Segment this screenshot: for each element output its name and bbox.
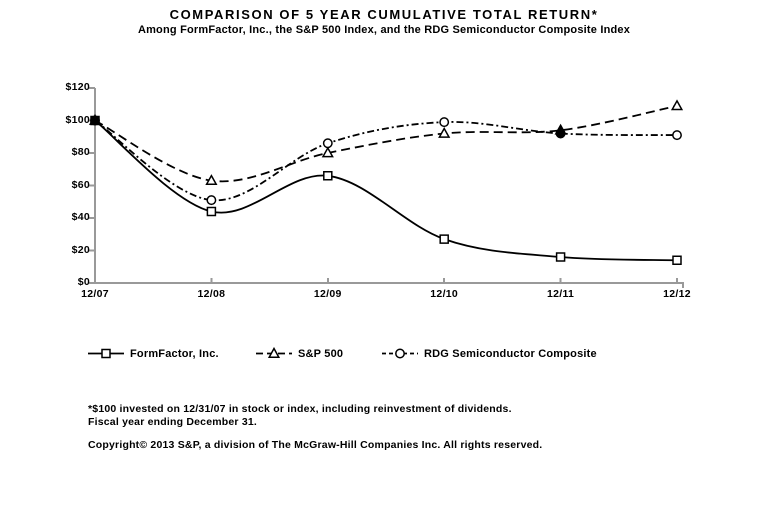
series-line-rdg-semiconductor-composite — [94, 119, 678, 202]
page-subtitle: Among FormFactor, Inc., the S&P 500 Inde… — [137, 24, 631, 36]
legend-sample-dashdot-circle-icon — [382, 348, 418, 359]
x-axis-tick-label: 12/07 — [81, 288, 109, 300]
legend-sample-solid-square-icon — [88, 348, 124, 359]
y-axis-tick-label: $0 — [77, 276, 90, 288]
y-axis-tick-label: $80 — [71, 146, 90, 158]
data-point-triangle-s-p-500 — [670, 99, 684, 111]
data-point-square-formfactor-inc — [206, 206, 217, 217]
x-axis-tick-label: 12/08 — [197, 288, 226, 300]
series-line-s-p-500 — [94, 105, 678, 183]
legend-item-rdg: RDG Semiconductor Composite — [382, 346, 597, 361]
legend-label-formfactor: FormFactor, Inc. — [130, 347, 219, 360]
series-line-formfactor-inc — [94, 119, 678, 262]
footnote-copyright: Copyright© 2013 S&P, a division of The M… — [88, 439, 543, 451]
y-axis-tick-label: $120 — [65, 81, 90, 93]
x-axis-tick-label: 12/11 — [546, 288, 575, 300]
data-point-circle-rdg-semiconductor-composite — [322, 138, 333, 149]
footnote-invested: *$100 invested on 12/31/07 in stock or i… — [88, 403, 512, 415]
data-point-triangle-s-p-500 — [205, 174, 218, 185]
x-axis-tick-label: 12/12 — [663, 288, 691, 300]
y-axis-tick-label: $40 — [71, 211, 90, 223]
legend-sample-dashed-triangle-icon — [256, 347, 292, 359]
y-axis-tick-label: $60 — [71, 178, 90, 191]
data-point-square-formfactor-inc — [323, 171, 333, 181]
data-point-circle-rdg-semiconductor-composite — [439, 117, 450, 128]
data-point-square-formfactor-inc — [555, 252, 566, 262]
data-point-square-formfactor-inc — [672, 255, 682, 265]
legend-label-rdg: RDG Semiconductor Composite — [424, 347, 597, 360]
footnote-fiscal-year: Fiscal year ending December 31. — [88, 416, 258, 428]
x-axis-tick-label: 12/09 — [313, 288, 342, 300]
data-point-circle-rdg-semiconductor-composite — [206, 195, 217, 206]
legend-item-sp500: S&P 500 — [256, 346, 343, 361]
page-title: COMPARISON OF 5 YEAR CUMULATIVE TOTAL RE… — [169, 7, 599, 22]
data-point-circle-rdg-semiconductor-composite — [90, 115, 100, 126]
data-point-square-formfactor-inc — [439, 234, 449, 244]
y-axis-tick-label: $20 — [71, 243, 90, 256]
x-axis-tick-label: 12/10 — [430, 288, 459, 300]
data-point-triangle-s-p-500 — [321, 146, 334, 158]
data-point-triangle-s-p-500 — [438, 126, 451, 138]
y-axis-tick-label: $100 — [65, 113, 90, 126]
data-point-circle-rdg-semiconductor-composite — [672, 130, 682, 141]
legend-item-formfactor: FormFactor, Inc. — [88, 346, 219, 361]
data-point-circle-rdg-semiconductor-composite — [555, 128, 566, 139]
legend-label-sp500: S&P 500 — [298, 347, 344, 360]
